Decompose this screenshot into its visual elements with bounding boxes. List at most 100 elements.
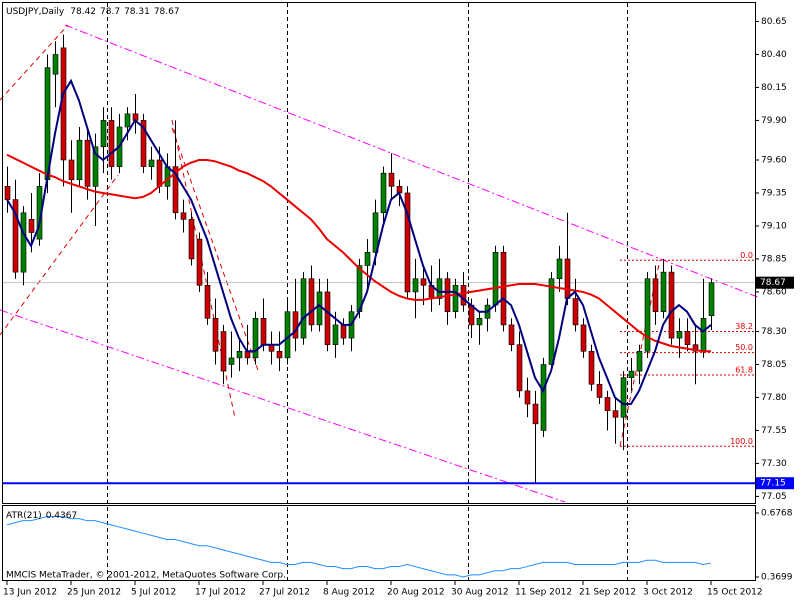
x-tick-label: 3 Oct 2012 (643, 588, 693, 598)
fib-label: 50.0 (735, 343, 753, 352)
candle-body (652, 278, 659, 313)
candle-body (284, 311, 291, 359)
candle-body (660, 271, 667, 313)
x-tick-label: 20 Aug 2012 (387, 588, 445, 598)
fib-label: 38.2 (735, 322, 753, 331)
candle-body (676, 331, 683, 339)
candle-body (332, 324, 339, 345)
fib-trend-line (619, 259, 661, 447)
main-frame (2, 2, 756, 504)
y-tick-label: 79.60 (761, 155, 787, 165)
candle-body (68, 159, 75, 181)
candle-body (20, 212, 27, 273)
x-tick-label: 11 Sep 2012 (515, 588, 572, 598)
candle-body (236, 350, 243, 359)
candle-body (92, 146, 99, 187)
candle-body (124, 113, 131, 128)
candle-body (540, 364, 547, 431)
x-tick-label: 5 Jul 2012 (131, 588, 176, 598)
candle-body (612, 410, 619, 418)
x-tick-label: 27 Jul 2012 (259, 588, 310, 598)
y-tick-label: 78.05 (761, 360, 787, 370)
y-tick-label: 0.3699 (761, 573, 793, 583)
candle-body (28, 219, 35, 233)
candle-body (300, 278, 307, 339)
candle-body (508, 324, 515, 345)
candle-body (564, 258, 571, 299)
candle-body (4, 186, 11, 200)
y-tick-label: 80.15 (761, 83, 787, 93)
y-tick-label: 80.65 (761, 17, 787, 27)
y-tick-label: 0.6768 (761, 509, 793, 519)
y-tick-label: 78.85 (761, 254, 787, 264)
y-tick-label: 77.05 (761, 492, 787, 502)
copyright: MMCIS MetaTrader, © 2001-2012, MetaQuote… (6, 571, 286, 581)
channel (0, 24, 761, 503)
candle-body (364, 252, 371, 266)
fib-label: 61.8 (735, 366, 753, 375)
candle-body (628, 370, 635, 378)
candle-body (12, 199, 19, 273)
candle-body (156, 159, 163, 187)
candle-body (148, 159, 155, 167)
indicator-name: ATR(21) (6, 511, 42, 521)
x-tick-label: 13 Jun 2012 (3, 588, 57, 598)
candle-body (476, 318, 483, 326)
candle-body (212, 318, 219, 352)
candle-body (548, 278, 555, 365)
indicator-line (6, 516, 712, 578)
close-value: 78.67 (154, 7, 180, 17)
candle-body (316, 291, 323, 326)
candle-body (516, 344, 523, 392)
price-label-box (756, 276, 794, 289)
plot-area: 0.0 38.2 50.0 61.8 100.0 (3, 34, 755, 578)
y-tick-label: 79.10 (761, 221, 787, 231)
candle-body (580, 324, 587, 352)
x-tick-label: 30 Aug 2012 (451, 588, 509, 598)
candle-body (700, 318, 707, 352)
x-tick-label: 25 Jun 2012 (67, 588, 121, 598)
trend-line (0, 174, 119, 336)
candle-body (492, 252, 499, 306)
candle-body (252, 318, 259, 359)
fib-label: 100.0 (730, 437, 753, 446)
x-tick-label: 17 Jul 2012 (195, 588, 246, 598)
candle-body (220, 331, 227, 372)
x-tick-label: 8 Aug 2012 (323, 588, 375, 598)
candle-body (52, 54, 59, 75)
candle-body (188, 219, 195, 260)
open-value: 78.42 (70, 7, 96, 17)
x-tick-label: 15 Oct 2012 (707, 588, 763, 598)
candle-body (692, 344, 699, 352)
y-tick-label: 78.30 (761, 327, 787, 337)
candle-body (132, 113, 139, 121)
y-tick-label: 77.55 (761, 426, 787, 436)
chart-header: USDJPY,Daily 78.42 78.7 78.31 78.67 (6, 7, 180, 17)
candle-body (100, 120, 107, 148)
candle-body (404, 192, 411, 293)
y-tick-label: 79.35 (761, 188, 787, 198)
candle-body (460, 285, 467, 306)
y-tick-label: 79.90 (761, 116, 787, 126)
y-tick-label: 80.40 (761, 50, 787, 60)
channel-line (64, 24, 761, 299)
indicator-value: 0.4367 (46, 511, 78, 521)
low-value: 78.31 (124, 7, 150, 17)
moving-average (6, 153, 711, 353)
candle-body (172, 166, 179, 214)
frames (2, 2, 756, 581)
candle-body (412, 278, 419, 293)
candle-body (76, 139, 83, 181)
candle-body (588, 350, 595, 385)
high-value: 78.7 (100, 7, 120, 17)
indicator-header: ATR(21) 0.4367 (6, 511, 77, 521)
y-tick-label: 78.60 (761, 287, 787, 297)
candle-body (636, 350, 643, 372)
candle-body (500, 252, 507, 326)
candle-body (196, 238, 203, 286)
fib-label: 0.0 (740, 251, 753, 260)
candle-body (228, 357, 235, 365)
candle-body (276, 350, 283, 359)
